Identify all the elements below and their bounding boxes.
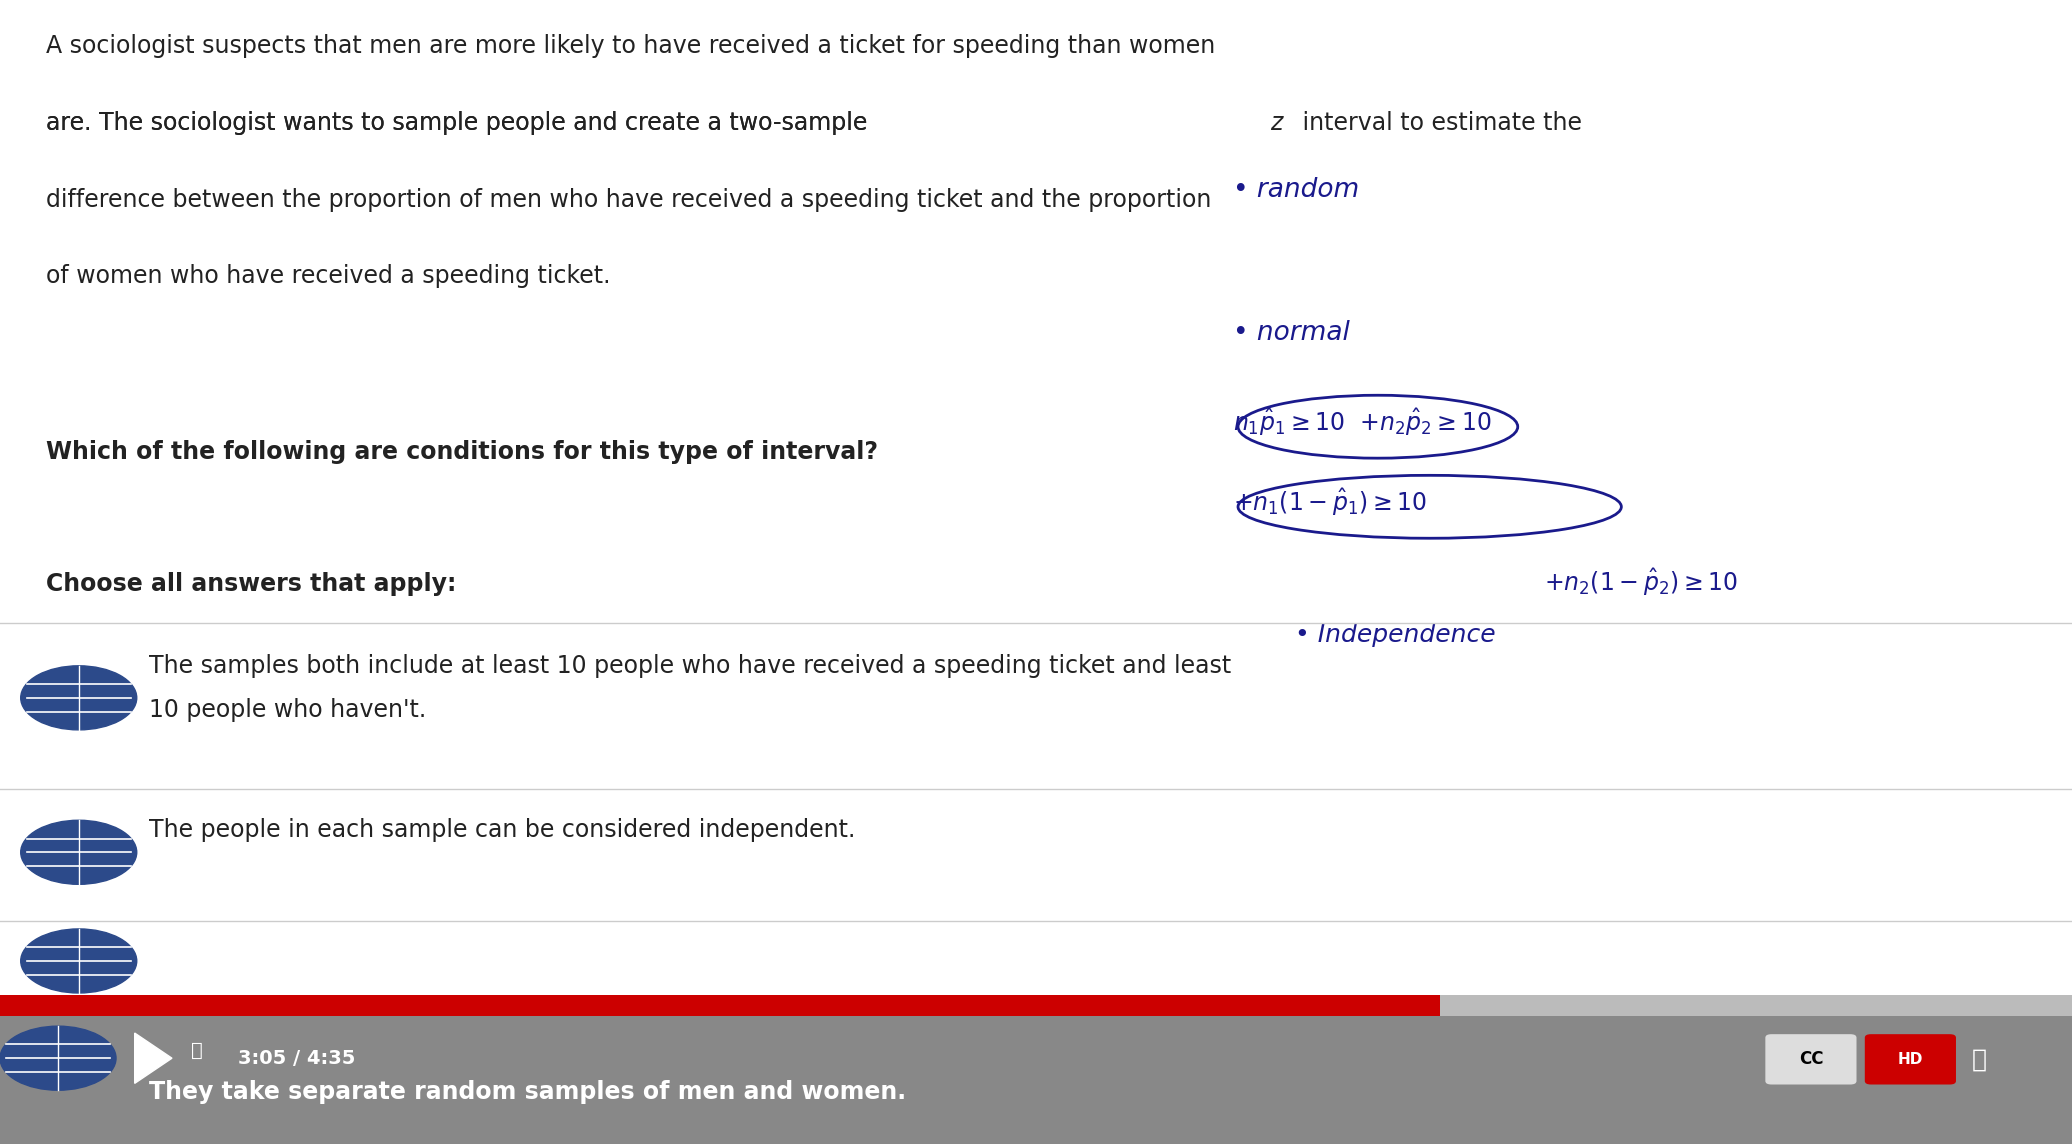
Text: $+n_1(1-\hat{p}_1)\geq 10$: $+n_1(1-\hat{p}_1)\geq 10$: [1233, 486, 1428, 517]
Text: 3:05 / 4:35: 3:05 / 4:35: [238, 1049, 356, 1067]
Text: of women who have received a speeding ticket.: of women who have received a speeding ti…: [46, 264, 609, 288]
Text: are. The sociologist wants to sample people and create a two-sample: are. The sociologist wants to sample peo…: [46, 111, 874, 135]
Text: Which of the following are conditions for this type of interval?: Which of the following are conditions fo…: [46, 440, 879, 464]
Text: 🔊: 🔊: [191, 1041, 203, 1059]
Text: They take separate random samples of men and women.: They take separate random samples of men…: [149, 1080, 905, 1104]
Text: z: z: [1270, 111, 1283, 135]
Text: difference between the proportion of men who have received a speeding ticket and: difference between the proportion of men…: [46, 188, 1210, 212]
Bar: [0, 1012, 2072, 1144]
Text: • normal: • normal: [1233, 320, 1349, 347]
FancyBboxPatch shape: [1865, 1034, 1956, 1085]
Text: $n_1\hat{p}_1\geq 10$  $+n_2\hat{p}_2\geq 10$: $n_1\hat{p}_1\geq 10$ $+n_2\hat{p}_2\geq…: [1233, 406, 1492, 437]
Text: are. The sociologist wants to sample people and create a two-sample: are. The sociologist wants to sample peo…: [46, 111, 874, 135]
Text: • Independence: • Independence: [1295, 623, 1496, 648]
Text: The samples both include at least 10 people who have received a speeding ticket : The samples both include at least 10 peo…: [149, 654, 1231, 678]
Text: Choose all answers that apply:: Choose all answers that apply:: [46, 572, 456, 596]
Bar: [0, 0, 2072, 1012]
Circle shape: [21, 820, 137, 884]
Bar: [1440, 995, 2072, 1016]
FancyBboxPatch shape: [1765, 1034, 1857, 1085]
Text: CC: CC: [1798, 1050, 1823, 1068]
Bar: [0, 995, 1440, 1016]
Text: interval to estimate the: interval to estimate the: [1295, 111, 1583, 135]
Polygon shape: [135, 1033, 172, 1083]
Circle shape: [21, 929, 137, 993]
Text: are. The sociologist wants to sample people and create a two-sample: are. The sociologist wants to sample peo…: [46, 111, 874, 135]
Text: 10 people who haven't.: 10 people who haven't.: [149, 698, 427, 722]
Text: HD: HD: [1898, 1051, 1923, 1067]
Text: • random: • random: [1233, 177, 1359, 204]
Text: $+n_2(1-\hat{p}_2)\geq 10$: $+n_2(1-\hat{p}_2)\geq 10$: [1544, 566, 1738, 597]
Text: A sociologist suspects that men are more likely to have received a ticket for sp: A sociologist suspects that men are more…: [46, 34, 1214, 58]
Text: The people in each sample can be considered independent.: The people in each sample can be conside…: [149, 818, 856, 842]
Circle shape: [21, 666, 137, 730]
Text: ⛶: ⛶: [1970, 1048, 1987, 1071]
Circle shape: [0, 1026, 116, 1090]
